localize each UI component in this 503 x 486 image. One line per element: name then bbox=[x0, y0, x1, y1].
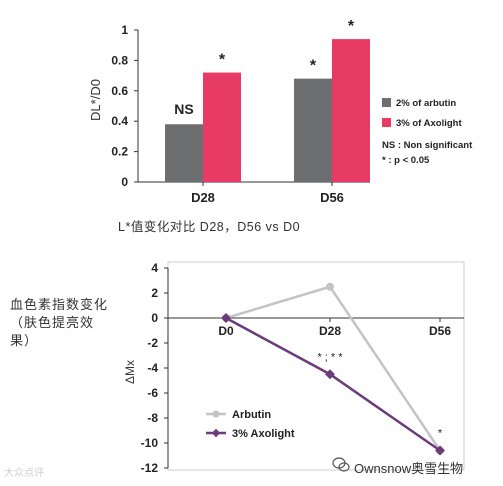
bar-d56-0 bbox=[294, 78, 332, 182]
bar-marks bbox=[165, 39, 370, 183]
bar-annotation: * bbox=[348, 18, 355, 35]
line-legend-marker-1 bbox=[211, 428, 221, 438]
bar-legend-label-1: 3% of Axolight bbox=[396, 118, 462, 129]
bar-x-tick-label: D28 bbox=[191, 190, 215, 205]
line-y-ticks: 4 2 0 -2 -4 -6 -8 -10 -12 bbox=[141, 261, 168, 475]
bar-y-tick-label: 0 bbox=[121, 175, 128, 189]
bar-x-ticks: D28 D56 bbox=[191, 182, 344, 205]
line-y-tick-label: -12 bbox=[141, 461, 159, 475]
watermark-text: 大众点评 bbox=[4, 468, 44, 479]
bar-annotation: * bbox=[310, 58, 317, 75]
line-annotation: * bbox=[438, 428, 443, 440]
bar-d56-1 bbox=[332, 39, 370, 183]
bar-y-ticks: 0 0.2 0.4 0.6 0.8 1 bbox=[111, 23, 138, 189]
line-legend-label-1: 3% Axolight bbox=[232, 428, 295, 440]
line-x-tick-label: D28 bbox=[319, 324, 341, 338]
bar-y-tick-label: 1 bbox=[121, 23, 128, 37]
bar-y-tick-label: 0.6 bbox=[111, 84, 128, 98]
bar-annotation: NS bbox=[174, 101, 193, 117]
line-y-tick-label: 4 bbox=[151, 261, 158, 275]
line-point-axolight-2 bbox=[435, 445, 445, 456]
bar-chart: DL*/D0 0 0.2 0.4 0.6 0.8 1 D28 D56 NS * * * 2% of… bbox=[88, 18, 473, 205]
bar-d28-0 bbox=[165, 124, 203, 182]
bar-legend: 2% of arbutin 3% of Axolight NS : Non sign… bbox=[382, 98, 473, 166]
bar-d28-1 bbox=[203, 72, 241, 182]
line-y-axis-label: ΔMx bbox=[123, 360, 137, 384]
bar-y-axis-label: DL*/D0 bbox=[88, 79, 103, 121]
line-y-tick-label: -6 bbox=[147, 386, 158, 400]
line-x-tick-label: D0 bbox=[218, 324, 234, 338]
line-marks bbox=[221, 282, 445, 456]
line-chart: ΔMx 4 2 0 -2 -4 -6 -8 -10 -12 D0 D28 D56 * ; * ** … bbox=[123, 261, 465, 475]
line-legend-marker-0 bbox=[212, 410, 220, 418]
line-x-tick-label: D56 bbox=[429, 324, 451, 338]
brand-text: Ownsnow奥雪生物 bbox=[354, 461, 464, 476]
bar-annotations: NS * * * bbox=[174, 18, 355, 117]
line-legend-label-0: Arbutin bbox=[232, 409, 271, 421]
line-y-tick-label: -10 bbox=[141, 436, 159, 450]
line-point-axolight-1 bbox=[325, 369, 335, 380]
line-y-tick-label: 2 bbox=[151, 286, 158, 300]
bar-x-tick-label: D56 bbox=[320, 190, 344, 205]
line-y-tick-label: -8 bbox=[147, 411, 158, 425]
bar-legend-swatch-0 bbox=[382, 98, 391, 107]
line-annotations: * ; * * * bbox=[317, 351, 442, 439]
line-y-tick-label: -2 bbox=[147, 336, 158, 350]
line-legend: Arbutin 3% Axolight bbox=[206, 409, 295, 440]
line-point-axolight-0 bbox=[221, 313, 231, 323]
bar-legend-note: NS : Non significant bbox=[382, 140, 473, 151]
bar-chart-caption: L*值变化对比 D28，D56 vs D0 bbox=[118, 220, 301, 234]
line-y-tick-label: -4 bbox=[147, 361, 158, 375]
bar-annotation: * bbox=[219, 52, 226, 69]
side-caption: 血色素指数变化（肤色提亮效果） bbox=[10, 297, 109, 348]
bar-legend-label-0: 2% of arbutin bbox=[396, 98, 456, 109]
line-x-ticks: D0 D28 D56 bbox=[218, 318, 451, 338]
line-annotation: * ; * * bbox=[317, 351, 343, 363]
wechat-icon bbox=[332, 457, 350, 472]
bar-y-tick-label: 0.2 bbox=[111, 145, 128, 159]
bar-legend-note: * : p < 0.05 bbox=[382, 155, 430, 166]
bar-legend-swatch-1 bbox=[382, 118, 391, 127]
line-y-tick-label: 0 bbox=[151, 311, 158, 325]
line-point-arbutin-1 bbox=[326, 282, 334, 291]
bar-y-tick-label: 0.8 bbox=[111, 53, 128, 67]
bar-y-tick-label: 0.4 bbox=[111, 114, 128, 128]
